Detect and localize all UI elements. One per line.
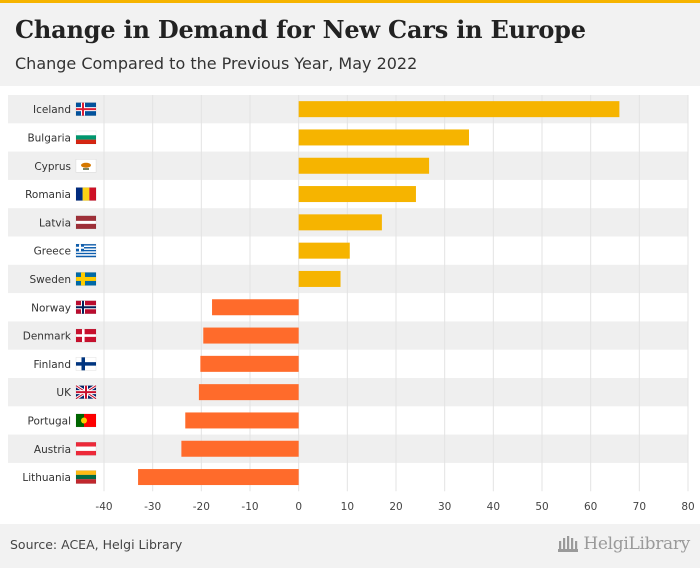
chart-title: Change in Demand for New Cars in Europe <box>15 15 586 44</box>
bar <box>298 129 469 146</box>
category-label: Romania <box>25 189 71 201</box>
category-label: Portugal <box>28 415 72 427</box>
category-label: Greece <box>34 246 71 258</box>
x-tick-label: -40 <box>95 501 112 513</box>
bar <box>298 186 416 203</box>
x-tick-label: 30 <box>438 501 451 513</box>
top-accent-rule <box>0 0 700 3</box>
x-tick-label: -10 <box>241 501 258 513</box>
bar <box>298 214 382 231</box>
x-tick-label: -30 <box>144 501 161 513</box>
category-label: Sweden <box>30 274 72 286</box>
row-stripe <box>8 264 688 294</box>
brand-logo: HelgiLibrary <box>557 534 690 554</box>
bar <box>298 157 430 174</box>
sweden-flag-icon <box>75 272 97 286</box>
bar <box>200 355 299 372</box>
bar <box>198 384 299 401</box>
iceland-flag-icon <box>75 102 97 116</box>
category-label: Bulgaria <box>27 132 71 144</box>
bar <box>181 440 299 457</box>
chart-header: Change in Demand for New Cars in Europe … <box>0 3 700 86</box>
x-tick-label: 60 <box>584 501 597 513</box>
bar <box>203 327 299 344</box>
category-label: Latvia <box>39 217 71 229</box>
x-tick-label: 70 <box>633 501 646 513</box>
austria-flag-icon <box>75 442 97 456</box>
portugal-flag-icon <box>75 413 97 428</box>
greece-flag-icon <box>75 243 97 258</box>
x-tick-label: 80 <box>681 501 694 513</box>
bar <box>298 101 620 118</box>
finland-flag-icon <box>75 357 97 371</box>
lithuania-flag-icon <box>75 470 97 484</box>
category-label: Iceland <box>33 104 71 116</box>
category-label: Austria <box>34 444 71 456</box>
x-tick-label: 0 <box>295 501 302 513</box>
denmark-flag-icon <box>75 328 97 343</box>
row-stripe <box>8 434 688 463</box>
romania-flag-icon <box>75 187 97 201</box>
row-stripe <box>8 378 688 407</box>
category-label: Lithuania <box>22 472 71 484</box>
chart-footer: Source: ACEA, Helgi Library HelgiLibrary <box>0 524 700 568</box>
category-label: UK <box>56 387 72 399</box>
norway-flag-icon <box>75 300 97 314</box>
category-label: Finland <box>33 359 71 371</box>
x-tick-label: 40 <box>487 501 500 513</box>
bar <box>138 469 299 486</box>
latvia-flag-icon <box>75 215 97 230</box>
bar <box>185 412 299 429</box>
uk-flag-icon <box>75 384 97 400</box>
x-tick-label: 10 <box>341 501 354 513</box>
bar-chart: -40 -30 -20 -10 0 10 20 30 40 50 60 70 80 Iceland Bulg… <box>8 95 695 513</box>
library-building-icon <box>558 536 579 552</box>
category-label: Cyprus <box>34 161 71 173</box>
bar <box>212 299 299 316</box>
source-note: Source: ACEA, Helgi Library <box>10 537 183 552</box>
x-tick-label: 50 <box>535 501 548 513</box>
chart-subtitle: Change Compared to the Previous Year, Ma… <box>15 54 418 73</box>
bulgaria-flag-icon <box>75 130 97 145</box>
x-tick-label: -20 <box>193 501 210 513</box>
x-tick-label: 20 <box>389 501 402 513</box>
category-label: Denmark <box>23 331 72 343</box>
brand-name: HelgiLibrary <box>583 534 690 554</box>
category-label: Norway <box>31 302 71 314</box>
bar <box>298 270 341 287</box>
row-stripe <box>8 321 688 350</box>
cyprus-flag-icon <box>75 159 97 173</box>
bar <box>298 242 350 259</box>
